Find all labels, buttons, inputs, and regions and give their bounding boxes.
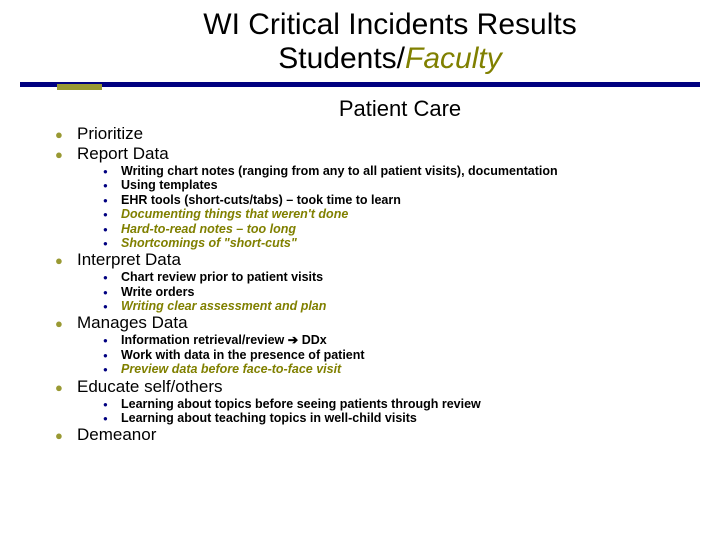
bullet-icon: ● <box>55 316 77 331</box>
list-item-label: Demeanor <box>77 425 156 445</box>
bullet-icon: ● <box>103 196 121 205</box>
sub-list-item: ●EHR tools (short-cuts/tabs) – took time… <box>103 193 690 207</box>
list-item-row: ●Educate self/others <box>55 377 690 397</box>
sub-list-item: ●Work with data in the presence of patie… <box>103 348 690 362</box>
sub-list-item-label: Learning about topics before seeing pati… <box>121 397 481 411</box>
title-line-1: WI Critical Incidents Results <box>100 8 680 42</box>
bullet-icon: ● <box>103 225 121 234</box>
sub-list-item: ●Writing chart notes (ranging from any t… <box>103 164 690 178</box>
title-underline <box>0 82 720 92</box>
bullet-icon: ● <box>103 167 121 176</box>
bullet-icon: ● <box>103 414 121 423</box>
bullet-icon: ● <box>103 210 121 219</box>
sub-list: ●Writing chart notes (ranging from any t… <box>103 164 690 250</box>
sub-list-item: ●Chart review prior to patient visits <box>103 270 690 284</box>
sub-list-item-label: Writing clear assessment and plan <box>121 299 326 313</box>
sub-list-item-label: Chart review prior to patient visits <box>121 270 323 284</box>
sub-list-item: ●Hard-to-read notes – too long <box>103 222 690 236</box>
sub-list-item: ●Using templates <box>103 178 690 192</box>
sub-list-item: ●Learning about topics before seeing pat… <box>103 397 690 411</box>
sub-list-item-label: Documenting things that weren't done <box>121 207 348 221</box>
bullet-icon: ● <box>103 365 121 374</box>
sub-list-item-label: Work with data in the presence of patien… <box>121 348 365 362</box>
list-item-label: Manages Data <box>77 313 188 333</box>
list-item-label: Interpret Data <box>77 250 181 270</box>
sub-list-item: ●Information retrieval/review ➔ DDx <box>103 333 690 347</box>
bullet-icon: ● <box>103 336 121 345</box>
bullet-icon: ● <box>103 181 121 190</box>
sub-list-item-label: EHR tools (short-cuts/tabs) – took time … <box>121 193 401 207</box>
sub-list-item-label: Hard-to-read notes – too long <box>121 222 296 236</box>
bullet-icon: ● <box>103 400 121 409</box>
sub-list-item-label: Information retrieval/review ➔ DDx <box>121 333 327 347</box>
bullet-icon: ● <box>103 273 121 282</box>
list-item: ●Report Data●Writing chart notes (rangin… <box>55 144 690 250</box>
list-item: ●Manages Data●Information retrieval/revi… <box>55 313 690 376</box>
sub-list-item-label: Preview data before face-to-face visit <box>121 362 341 376</box>
list-item-label: Report Data <box>77 144 169 164</box>
sub-list-item: ●Learning about teaching topics in well-… <box>103 411 690 425</box>
sub-list: ●Learning about topics before seeing pat… <box>103 397 690 426</box>
sub-list-item-label: Learning about teaching topics in well-c… <box>121 411 417 425</box>
title-line-2: Students/Faculty <box>100 42 680 76</box>
list-item-row: ●Demeanor <box>55 425 690 445</box>
sub-list-item-label: Write orders <box>121 285 194 299</box>
sub-list-item-label: Writing chart notes (ranging from any to… <box>121 164 558 178</box>
underline-olive <box>57 84 102 90</box>
sub-list-item-label: Using templates <box>121 178 218 192</box>
bullet-icon: ● <box>103 351 121 360</box>
list-item: ●Interpret Data●Chart review prior to pa… <box>55 250 690 313</box>
slide-title: WI Critical Incidents Results Students/F… <box>0 0 720 80</box>
list-item-row: ●Prioritize <box>55 124 690 144</box>
bullet-icon: ● <box>55 253 77 268</box>
bullet-icon: ● <box>55 380 77 395</box>
sub-list-item: ●Preview data before face-to-face visit <box>103 362 690 376</box>
bullet-icon: ● <box>55 147 77 162</box>
title-faculty: Faculty <box>405 42 502 75</box>
sub-list-item: ●Shortcomings of "short-cuts" <box>103 236 690 250</box>
list-item-label: Prioritize <box>77 124 143 144</box>
bullet-icon: ● <box>55 428 77 443</box>
list-item-label: Educate self/others <box>77 377 223 397</box>
list-item-row: ●Report Data <box>55 144 690 164</box>
list-item: ●Prioritize <box>55 124 690 144</box>
list-item: ●Educate self/others●Learning about topi… <box>55 377 690 426</box>
sub-list-item: ●Write orders <box>103 285 690 299</box>
bullet-icon: ● <box>103 288 121 297</box>
sub-list-item-label: Shortcomings of "short-cuts" <box>121 236 297 250</box>
list-item-row: ●Interpret Data <box>55 250 690 270</box>
sub-list-item: ●Documenting things that weren't done <box>103 207 690 221</box>
list-item-row: ●Manages Data <box>55 313 690 333</box>
bullet-icon: ● <box>103 302 121 311</box>
underline-navy <box>20 82 700 87</box>
sub-list: ●Information retrieval/review ➔ DDx●Work… <box>103 333 690 376</box>
sub-list-item: ●Writing clear assessment and plan <box>103 299 690 313</box>
list-item: ●Demeanor <box>55 425 690 445</box>
bullet-icon: ● <box>103 239 121 248</box>
content-body: ●Prioritize●Report Data●Writing chart no… <box>0 122 720 445</box>
bullet-icon: ● <box>55 127 77 142</box>
sub-list: ●Chart review prior to patient visits●Wr… <box>103 270 690 313</box>
subtitle: Patient Care <box>0 96 720 122</box>
title-students: Students/ <box>278 42 405 75</box>
